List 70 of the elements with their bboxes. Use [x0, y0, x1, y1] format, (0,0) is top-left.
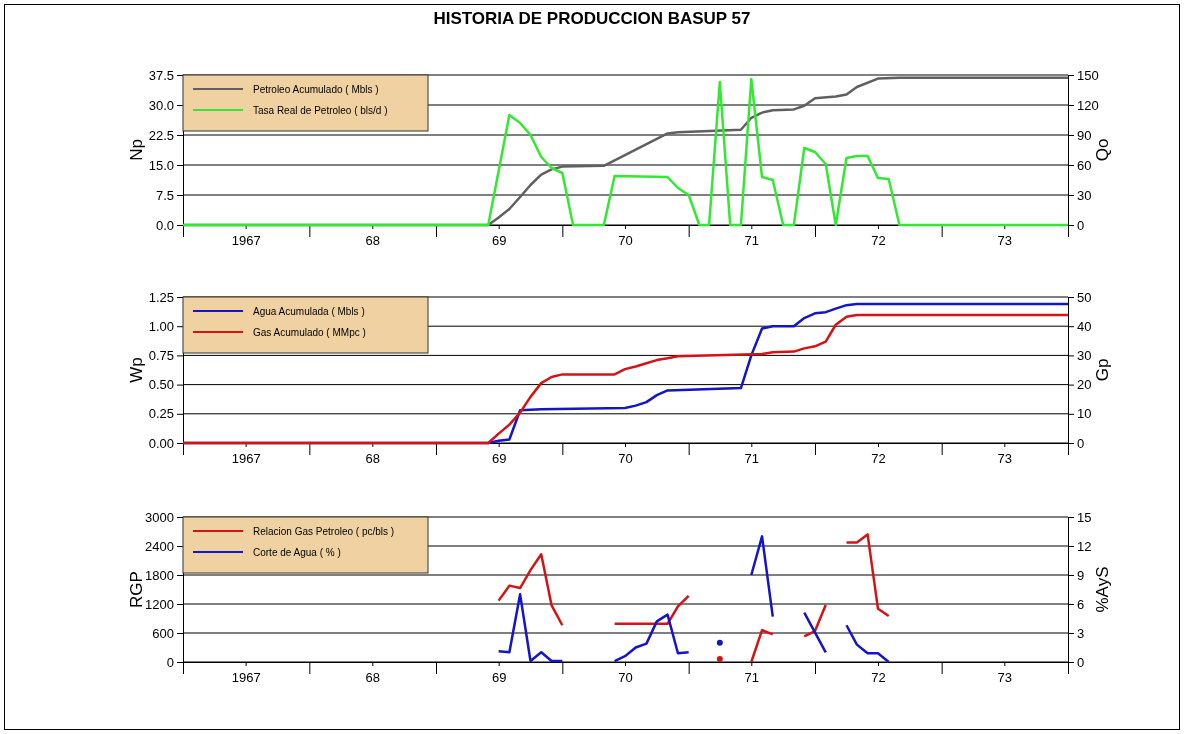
x-tick-label: 1967	[231, 669, 261, 685]
y-tick-label: 1.25	[148, 289, 174, 305]
x-tick-label: 73	[997, 232, 1013, 248]
y-tick-label: 0.75	[148, 348, 174, 364]
y2-tick-label: 40	[1077, 318, 1092, 334]
x-tick-label: 73	[997, 450, 1013, 466]
legend-label: Petroleo Acumulado ( Mbls )	[253, 84, 379, 95]
x-tick-label: 68	[365, 669, 381, 685]
x-tick-label: 71	[744, 232, 760, 248]
y2-tick-label: 30	[1077, 187, 1092, 203]
legend-label: Gas Acumulado ( MMpc )	[253, 327, 366, 338]
y-tick-label: 0.50	[148, 377, 174, 393]
y-tick-label: 1.00	[148, 318, 174, 334]
y-tick-label: 15.0	[148, 157, 174, 173]
chart-title: HISTORIA DE PRODUCCION BASUP 57	[433, 9, 751, 28]
y-tick-label: 30.0	[148, 97, 174, 113]
y2-tick-label: 12	[1077, 538, 1092, 554]
y2-tick-label: 6	[1077, 596, 1085, 612]
y-tick-label: 2400	[145, 538, 174, 554]
y-tick-label: 0.00	[148, 435, 174, 451]
x-tick-label: 69	[491, 450, 507, 466]
x-tick-label: 70	[618, 232, 633, 248]
x-tick-label: 72	[871, 450, 886, 466]
y-tick-label: 600	[152, 625, 174, 641]
y2-tick-label: 3	[1077, 625, 1085, 641]
y2-axis-title: %AyS	[1093, 566, 1112, 613]
y2-tick-label: 50	[1077, 289, 1092, 305]
x-tick-label: 70	[618, 669, 633, 685]
x-tick-label: 1967	[231, 450, 261, 466]
y-tick-label: 37.5	[148, 67, 174, 83]
y-tick-label: 3000	[145, 509, 174, 525]
x-tick-label: 71	[744, 669, 760, 685]
y-tick-label: 1800	[145, 567, 174, 583]
y2-tick-label: 30	[1077, 348, 1092, 364]
legend-label: Corte de Agua ( % )	[253, 547, 341, 558]
y-tick-label: 22.5	[148, 127, 174, 143]
legend-label: Agua Acumulada ( Mbls )	[253, 306, 365, 317]
x-tick-label: 72	[871, 232, 886, 248]
y-tick-label: 1200	[145, 596, 174, 612]
y-tick-label: 0	[166, 654, 174, 670]
y2-tick-label: 0	[1077, 654, 1085, 670]
x-tick-label: 72	[871, 669, 886, 685]
x-tick-label: 69	[491, 232, 507, 248]
x-tick-label: 1967	[231, 232, 261, 248]
x-tick-label: 69	[491, 669, 507, 685]
legend-label: Tasa Real de Petroleo ( bls/d )	[253, 105, 388, 116]
y2-tick-label: 15	[1077, 509, 1092, 525]
y-axis-title: RGP	[127, 571, 146, 608]
y2-tick-label: 120	[1077, 97, 1099, 113]
y2-tick-label: 60	[1077, 157, 1092, 173]
y2-tick-label: 10	[1077, 406, 1092, 422]
y2-axis-title: Qo	[1093, 138, 1112, 162]
y2-axis-title: Gp	[1093, 358, 1112, 382]
y2-tick-label: 0	[1077, 217, 1085, 233]
x-tick-label: 68	[365, 450, 381, 466]
y-axis-title: Np	[127, 139, 146, 161]
x-tick-label: 70	[618, 450, 633, 466]
y2-tick-label: 9	[1077, 567, 1085, 583]
y-tick-label: 0.0	[155, 217, 174, 233]
y-tick-label: 7.5	[155, 187, 174, 203]
legend-label: Relacion Gas Petroleo ( pc/bls )	[253, 526, 395, 537]
y2-tick-label: 0	[1077, 435, 1085, 451]
y-tick-label: 0.25	[148, 406, 174, 422]
x-tick-label: 73	[997, 669, 1013, 685]
y2-tick-label: 90	[1077, 127, 1092, 143]
x-tick-label: 71	[744, 450, 760, 466]
y2-tick-label: 20	[1077, 377, 1092, 393]
y-axis-title: Wp	[127, 357, 146, 383]
x-tick-label: 68	[365, 232, 381, 248]
y2-tick-label: 150	[1077, 67, 1099, 83]
